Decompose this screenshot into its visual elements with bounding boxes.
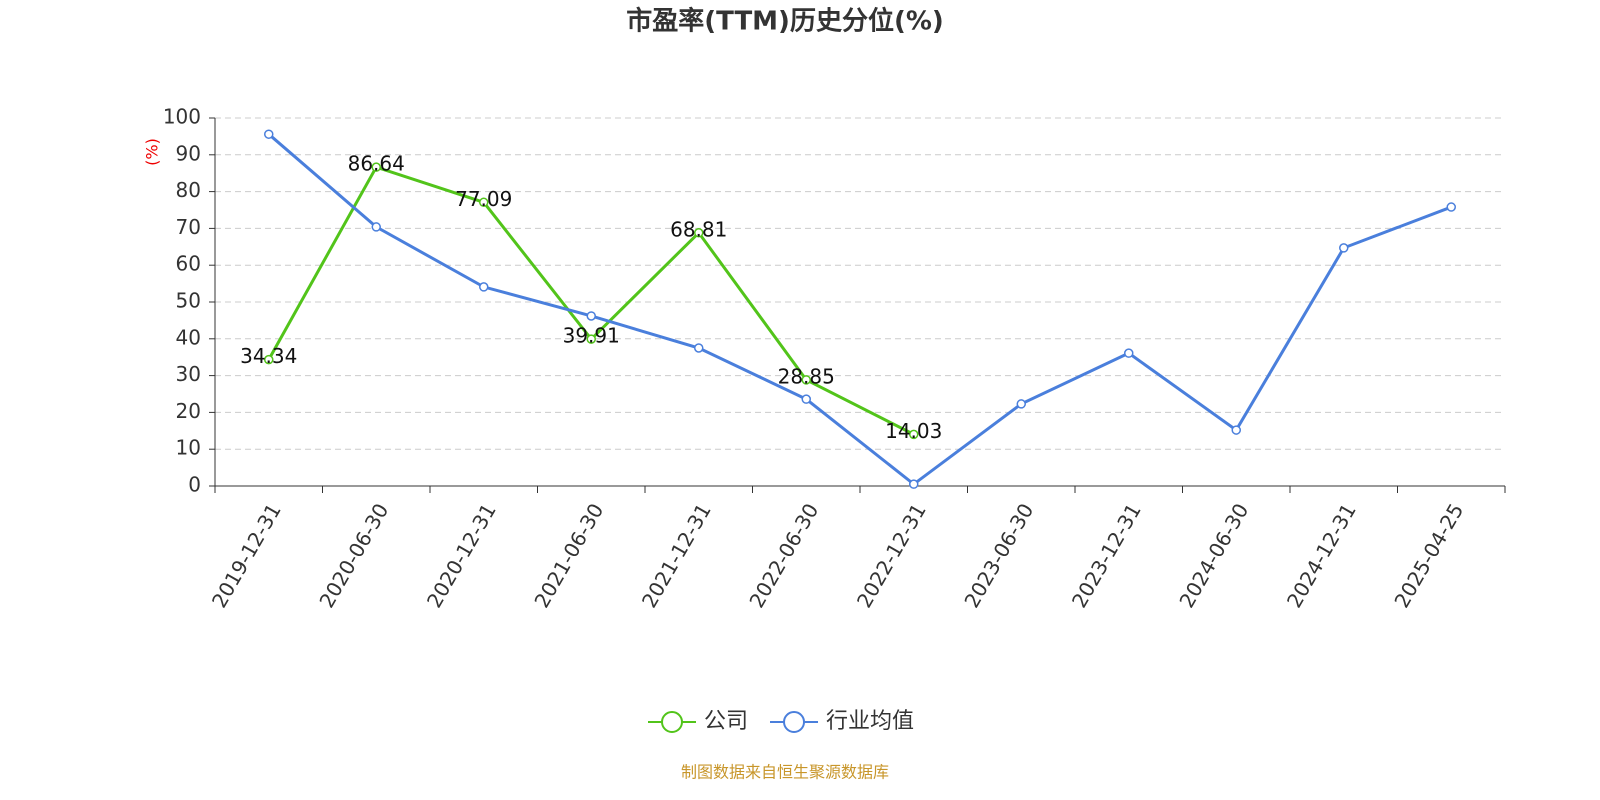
point [371, 162, 381, 172]
x-tick-label: 2020-12-31 [422, 499, 501, 612]
data-label: 77.09 [455, 187, 512, 211]
point [586, 334, 596, 344]
y-tick-label: 100 [163, 105, 201, 129]
y-tick-label: 20 [176, 399, 201, 423]
x-tick-label: 2022-12-31 [852, 499, 931, 612]
point [1124, 348, 1134, 358]
series-line [267, 165, 915, 436]
legend-label: 公司 [704, 709, 748, 734]
point [694, 343, 704, 353]
point [479, 282, 489, 292]
y-tick-label: 80 [176, 178, 201, 202]
x-tick-label: 2021-06-30 [529, 499, 608, 612]
data-label: 39.91 [563, 324, 620, 348]
source-note: 制图数据来自恒生聚源数据库 [681, 763, 889, 782]
data-label: 14.03 [885, 419, 942, 443]
point [909, 479, 919, 489]
y-tick-label: 10 [176, 436, 201, 460]
y-tick-label: 40 [176, 325, 201, 349]
x-tick-label: 2023-06-30 [959, 499, 1038, 612]
y-tick-label: 30 [176, 362, 201, 386]
point [264, 129, 274, 139]
y-tick-label: 90 [176, 141, 201, 165]
chart-title: 市盈率(TTM)历史分位(%) [626, 6, 944, 37]
point [694, 228, 704, 238]
point [801, 375, 811, 385]
x-tick-label: 2021-12-31 [637, 499, 716, 612]
point [1231, 425, 1241, 435]
point [801, 394, 811, 404]
point [479, 197, 489, 208]
x-tick-label: 2023-12-31 [1067, 499, 1146, 612]
point [264, 354, 274, 365]
point [1016, 399, 1026, 409]
series-line [267, 133, 1452, 487]
point [1446, 202, 1456, 212]
y-tick-label: 70 [176, 215, 201, 239]
y-tick-label: 0 [188, 473, 201, 497]
legend-marker [783, 711, 806, 733]
data-label: 68.81 [670, 217, 727, 241]
x-tick-label: 2019-12-31 [207, 499, 286, 612]
y-tick-label: 50 [176, 289, 201, 313]
x-tick-label: 2024-06-30 [1174, 499, 1253, 612]
x-tick-label: 2020-06-30 [314, 499, 393, 612]
data-label: 28.85 [778, 364, 835, 388]
data-label: 86.64 [348, 152, 405, 176]
legend-label: 行业均值 [826, 709, 914, 734]
point [909, 429, 919, 440]
point [1339, 243, 1349, 253]
legend-marker [661, 711, 683, 733]
data-label: 34.34 [240, 344, 297, 368]
point [586, 311, 596, 321]
x-tick-label: 2025-04-25 [1389, 499, 1468, 612]
y-tick-label: 60 [176, 252, 201, 276]
point [371, 222, 381, 232]
y-axis-label: (%) [143, 138, 162, 166]
x-tick-label: 2022-06-30 [744, 499, 823, 612]
x-tick-label: 2024-12-31 [1282, 499, 1361, 612]
